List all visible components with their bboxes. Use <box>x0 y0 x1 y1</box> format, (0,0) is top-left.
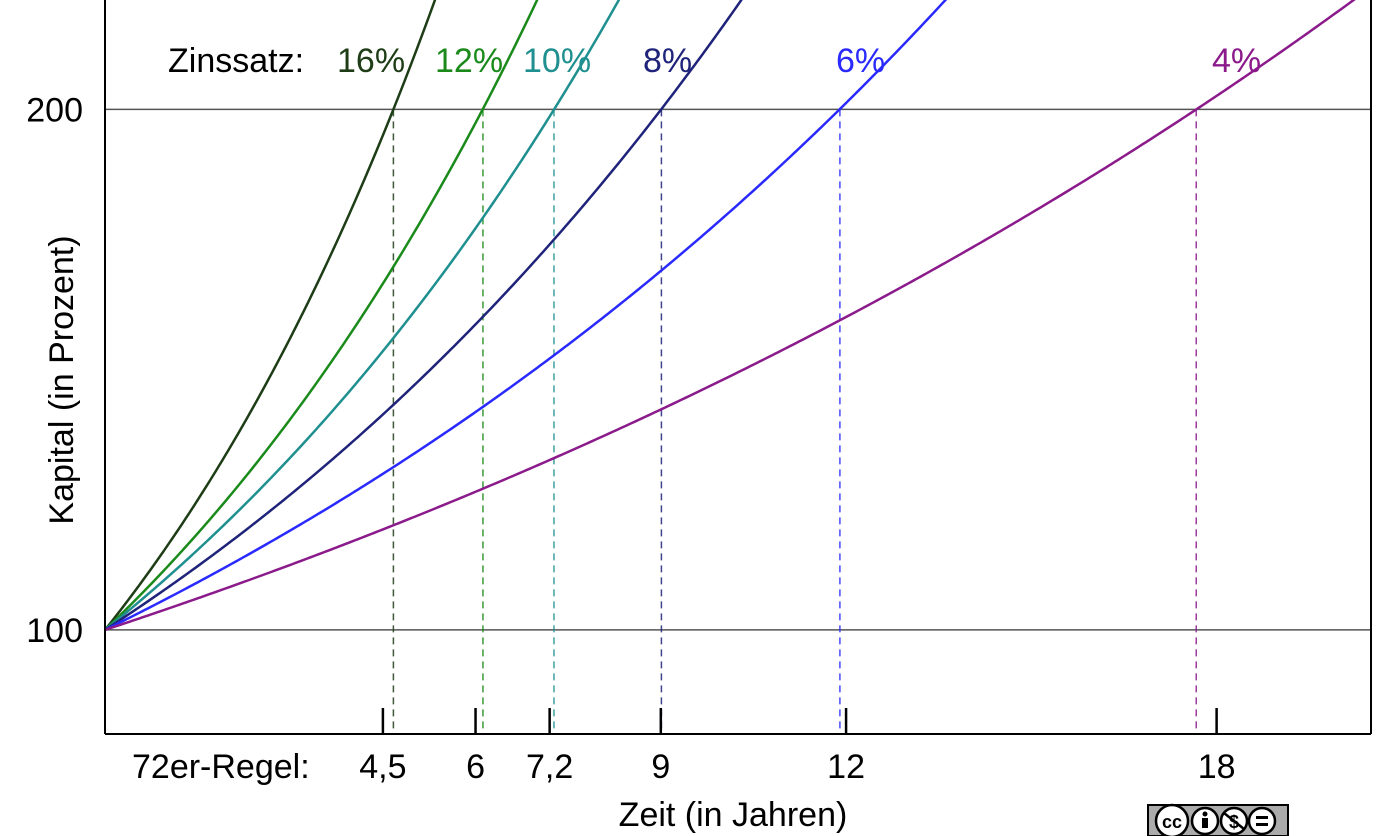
series-label-8pct: 8% <box>643 42 692 80</box>
by-body-icon <box>1202 818 1208 828</box>
gridlines <box>105 108 1371 631</box>
curve-12pct <box>105 0 539 631</box>
rule72-label-1: 6 <box>466 748 485 786</box>
y-tick-label-200: 200 <box>26 91 83 129</box>
badge-circle-3 <box>1247 806 1277 836</box>
badge-circle-0 <box>1154 803 1190 836</box>
x-axis-label: Zeit (in Jahren) <box>619 796 848 834</box>
axes <box>104 0 1372 735</box>
series-label-16pct: 16% <box>337 42 405 80</box>
rule72-label-4: 12 <box>827 748 865 786</box>
rule72-label-3: 9 <box>651 748 670 786</box>
series-label-6pct: 6% <box>836 42 885 80</box>
rule72-prefix: 72er-Regel: <box>132 748 310 786</box>
curve-10pct <box>105 0 621 631</box>
curve-16pct <box>105 0 437 631</box>
nc-slash-icon <box>1223 812 1245 830</box>
rule72-ticks <box>381 708 1218 734</box>
rule72-label-5: 18 <box>1198 748 1236 786</box>
series-curves <box>105 0 1356 632</box>
curve-8pct <box>105 0 743 631</box>
by-head-icon <box>1202 811 1208 817</box>
curve-6pct <box>105 0 948 632</box>
y-axis-label: Kapital (in Prozent) <box>43 235 81 524</box>
y-tick-label-100: 100 <box>26 612 83 650</box>
license-badge: cc$ <box>1147 803 1289 836</box>
chart-labels: 100 200 Kapital (in Prozent) Zinssatz: 16% 12… <box>26 42 1261 834</box>
doubling-guides <box>392 109 1197 734</box>
rule72-label-0: 4,5 <box>359 748 406 786</box>
rule72-label-2: 7,2 <box>526 748 573 786</box>
series-label-10pct: 10% <box>523 42 591 80</box>
curve-4pct <box>105 0 1356 632</box>
cc-icon: cc <box>1162 812 1182 832</box>
nd-bar-top-icon <box>1256 816 1268 819</box>
series-label-12pct: 12% <box>435 42 503 80</box>
nd-bar-bottom-icon <box>1256 823 1268 826</box>
series-label-prefix: Zinssatz: <box>168 42 304 80</box>
series-label-4pct: 4% <box>1212 42 1261 80</box>
